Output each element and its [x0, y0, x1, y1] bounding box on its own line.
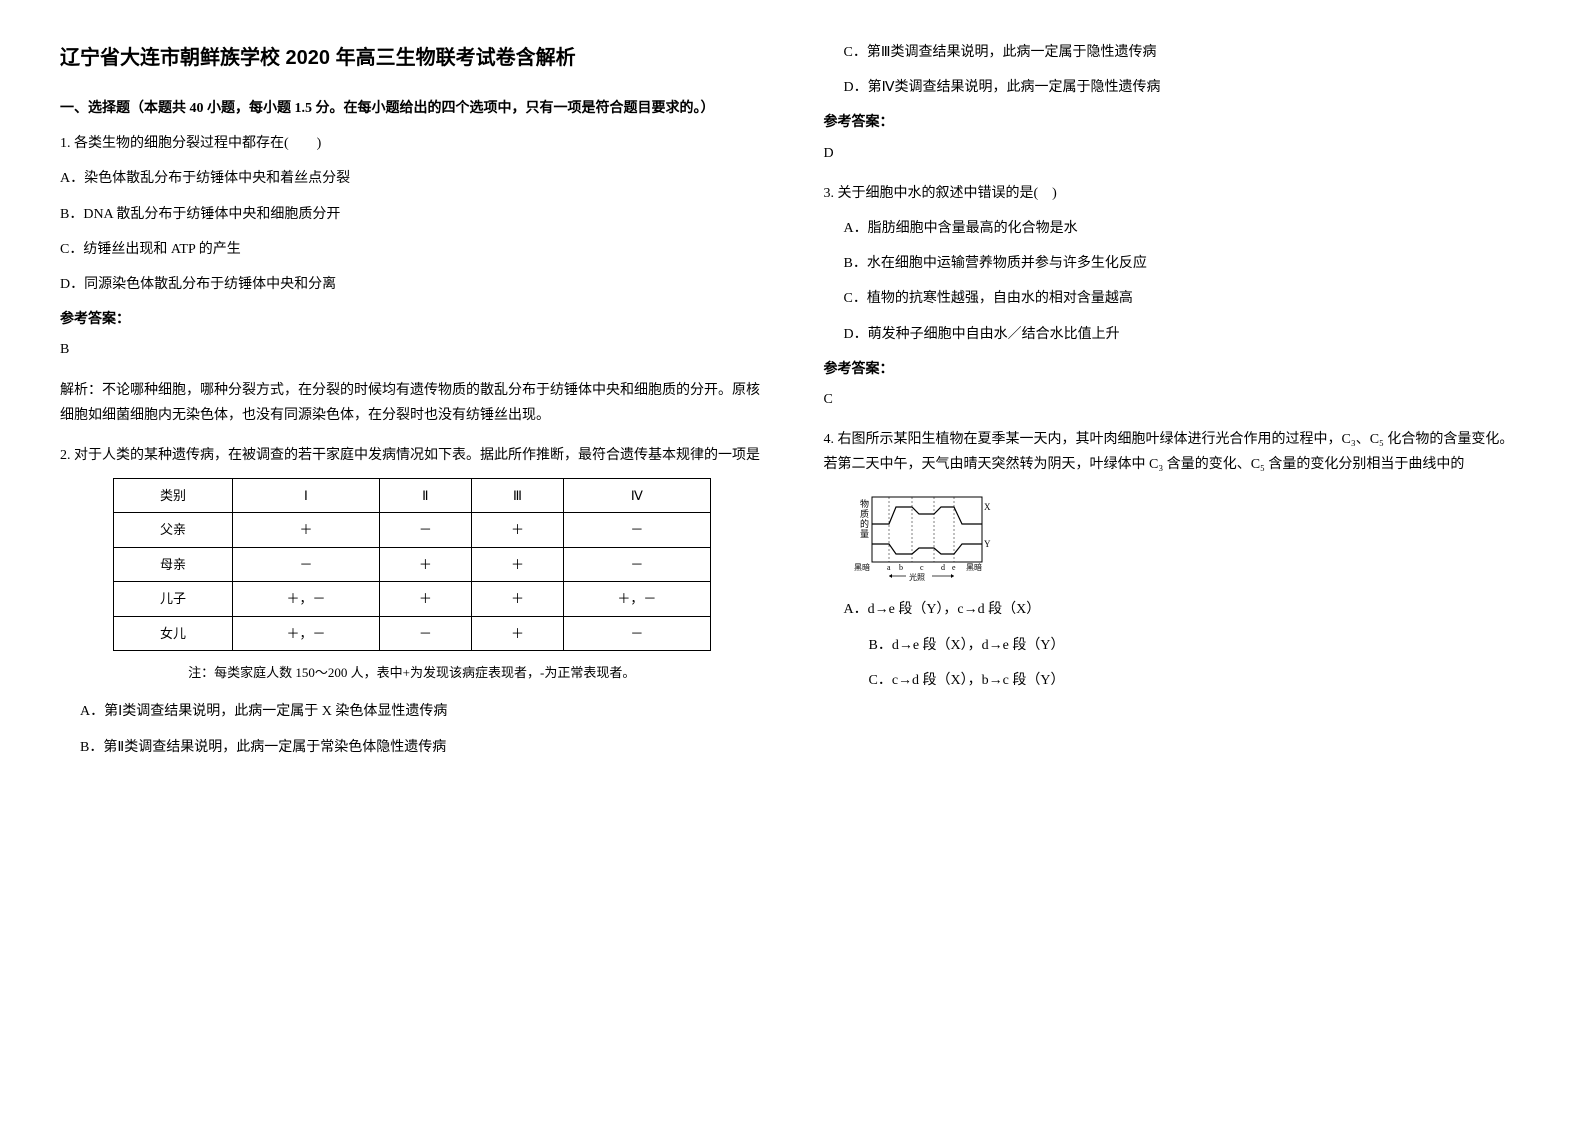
q1-option-a: A．染色体散乱分布于纺锤体中央和着丝点分裂 [60, 166, 764, 191]
table-header-cell: Ⅲ [471, 479, 563, 513]
chart-curve-x [872, 507, 982, 524]
q4-chart: 物 质 的 量 X Y a b [854, 492, 1528, 582]
question-3: 3. 关于细胞中水的叙述中错误的是( ) A．脂肪细胞中含量最高的化合物是水 B… [824, 181, 1528, 412]
table-cell: 女儿 [113, 616, 232, 650]
table-cell: ＋ [471, 582, 563, 616]
table-cell: 父亲 [113, 513, 232, 547]
table-cell: － [379, 616, 471, 650]
table-cell: ＋ [233, 513, 380, 547]
table-row: 母亲 － ＋ ＋ － [113, 547, 710, 581]
q2-table-note: 注：每类家庭人数 150～200 人，表中+为发现该病症表现者，-为正常表现者。 [60, 661, 764, 684]
chart-xtick: d [941, 563, 945, 572]
q2-option-b: B．第Ⅱ类调查结果说明，此病一定属于常染色体隐性遗传病 [60, 735, 764, 760]
table-row: 父亲 ＋ － ＋ － [113, 513, 710, 547]
table-cell: － [379, 513, 471, 547]
table-row: 女儿 ＋，－ － ＋ － [113, 616, 710, 650]
q1-option-c: C．纺锤丝出现和 ATP 的产生 [60, 237, 764, 262]
table-header-cell: 类别 [113, 479, 232, 513]
section-header: 一、选择题（本题共 40 小题，每小题 1.5 分。在每小题给出的四个选项中，只… [60, 96, 764, 121]
chart-xlabel-light: 光照 [909, 572, 925, 582]
chart-arrowhead [889, 574, 892, 578]
q2-answer-label: 参考答案： [824, 110, 1528, 135]
table-cell: － [564, 547, 711, 581]
table-cell: ＋，－ [233, 616, 380, 650]
chart-label-x: X [984, 502, 991, 512]
table-header-row: 类别 Ⅰ Ⅱ Ⅲ Ⅳ [113, 479, 710, 513]
table-cell: － [564, 513, 711, 547]
chart-label-y: Y [984, 539, 991, 549]
chart-xtick: c [920, 563, 924, 572]
table-cell: ＋，－ [233, 582, 380, 616]
q4-option-a: A．d→e 段（Y），c→d 段（X） [824, 597, 1528, 622]
q2-text: 2. 对于人类的某种遗传病，在被调查的若干家庭中发病情况如下表。据此所作推断，最… [60, 443, 764, 468]
q3-option-a: A．脂肪细胞中含量最高的化合物是水 [824, 216, 1528, 241]
chart-ylabel: 的 [860, 518, 869, 529]
table-cell: ＋ [471, 616, 563, 650]
q4-option-c: C．c→d 段（X），b→c 段（Y） [824, 668, 1528, 693]
table-row: 儿子 ＋，－ ＋ ＋ ＋，－ [113, 582, 710, 616]
table-header-cell: Ⅱ [379, 479, 471, 513]
q1-option-b: B．DNA 散乱分布于纺锤体中央和细胞质分开 [60, 202, 764, 227]
chart-svg: 物 质 的 量 X Y a b [854, 492, 994, 582]
table-cell: ＋，－ [564, 582, 711, 616]
q4-option-b: B．d→e 段（X），d→e 段（Y） [824, 633, 1528, 658]
chart-xlabel-dark1: 黑暗 [854, 562, 870, 572]
question-2: 2. 对于人类的某种遗传病，在被调查的若干家庭中发病情况如下表。据此所作推断，最… [60, 443, 764, 760]
question-1: 1. 各类生物的细胞分裂过程中都存在( ) A．染色体散乱分布于纺锤体中央和着丝… [60, 131, 764, 428]
chart-xtick: b [899, 563, 903, 572]
q1-answer-label: 参考答案： [60, 307, 764, 332]
table-cell: ＋ [379, 582, 471, 616]
q1-explanation: 解析：不论哪种细胞，哪种分裂方式，在分裂的时候均有遗传物质的散乱分布于纺锤体中央… [60, 378, 764, 428]
table-header-cell: Ⅳ [564, 479, 711, 513]
q3-answer: C [824, 387, 1528, 412]
q3-text: 3. 关于细胞中水的叙述中错误的是( ) [824, 181, 1528, 206]
q2-option-d: D．第Ⅳ类调查结果说明，此病一定属于隐性遗传病 [824, 75, 1528, 100]
table-cell: ＋ [379, 547, 471, 581]
q1-option-d: D．同源染色体散乱分布于纺锤体中央和分离 [60, 272, 764, 297]
page-title: 辽宁省大连市朝鲜族学校 2020 年高三生物联考试卷含解析 [60, 40, 764, 76]
q2-answer: D [824, 141, 1528, 166]
q3-option-c: C．植物的抗寒性越强，自由水的相对含量越高 [824, 286, 1528, 311]
q4-text: 4. 右图所示某阳生植物在夏季某一天内，其叶肉细胞叶绿体进行光合作用的过程中，C… [824, 427, 1528, 477]
q3-option-d: D．萌发种子细胞中自由水／结合水比值上升 [824, 322, 1528, 347]
table-cell: － [564, 616, 711, 650]
chart-arrowhead [951, 574, 954, 578]
q2-option-c: C．第Ⅲ类调查结果说明，此病一定属于隐性遗传病 [824, 40, 1528, 65]
table-cell: 母亲 [113, 547, 232, 581]
chart-xtick: a [887, 563, 891, 572]
table-cell: ＋ [471, 513, 563, 547]
chart-xlabel-dark2: 黑暗 [966, 562, 982, 572]
q1-text: 1. 各类生物的细胞分裂过程中都存在( ) [60, 131, 764, 156]
q3-option-b: B．水在细胞中运输营养物质并参与许多生化反应 [824, 251, 1528, 276]
q2-table: 类别 Ⅰ Ⅱ Ⅲ Ⅳ 父亲 ＋ － ＋ － 母亲 － ＋ ＋ [113, 478, 711, 651]
chart-ylabel: 量 [860, 529, 869, 539]
chart-xtick: e [952, 563, 956, 572]
q2-option-a: A．第Ⅰ类调查结果说明，此病一定属于 X 染色体显性遗传病 [60, 699, 764, 724]
chart-ylabel: 物 [860, 498, 869, 509]
table-cell: ＋ [471, 547, 563, 581]
chart-curve-y [872, 544, 982, 554]
question-4: 4. 右图所示某阳生植物在夏季某一天内，其叶肉细胞叶绿体进行光合作用的过程中，C… [824, 427, 1528, 693]
chart-ylabel: 质 [860, 508, 869, 519]
table-cell: － [233, 547, 380, 581]
table-header-cell: Ⅰ [233, 479, 380, 513]
q3-answer-label: 参考答案： [824, 357, 1528, 382]
q1-answer: B [60, 337, 764, 362]
table-cell: 儿子 [113, 582, 232, 616]
question-2-cont: C．第Ⅲ类调查结果说明，此病一定属于隐性遗传病 D．第Ⅳ类调查结果说明，此病一定… [824, 40, 1528, 166]
chart-border [872, 497, 982, 562]
